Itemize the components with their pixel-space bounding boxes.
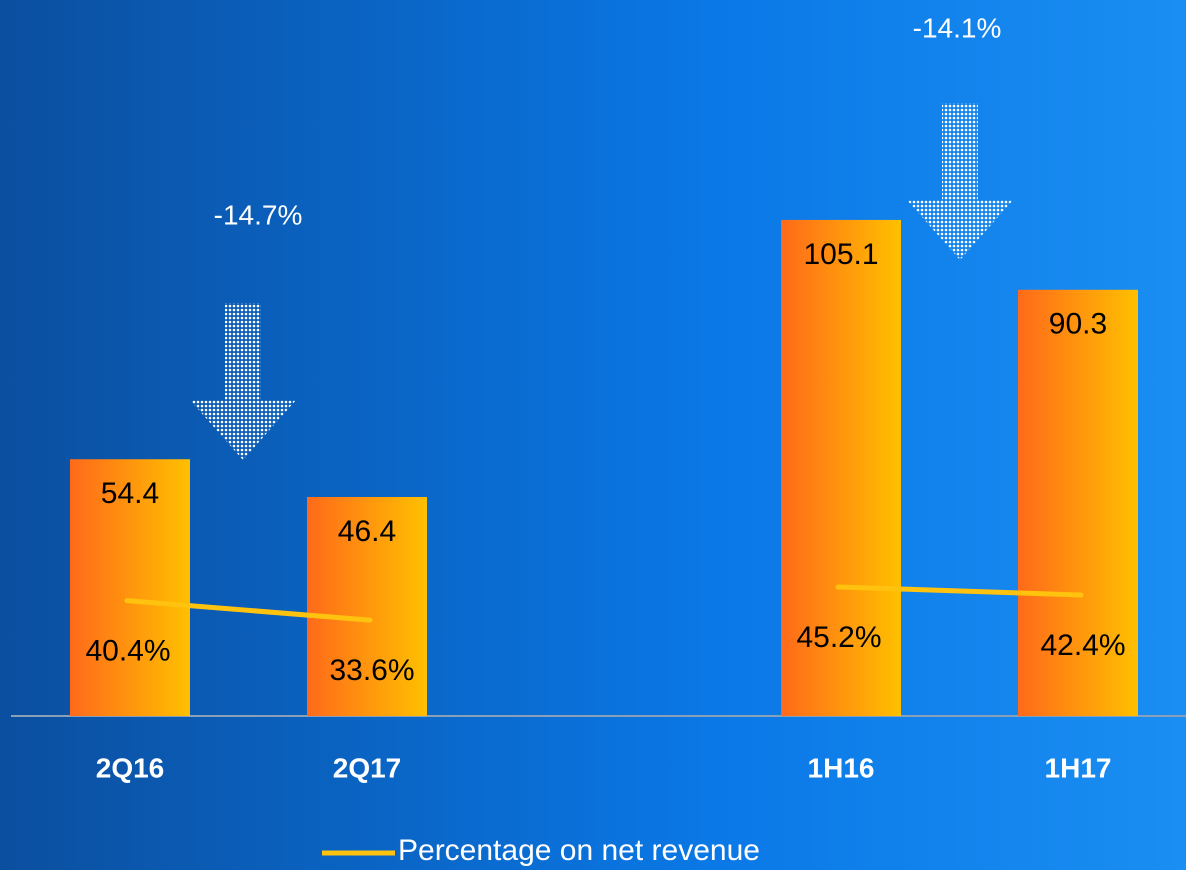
annotation: -14.7% (214, 199, 303, 230)
x-tick-label: 1H16 (808, 752, 875, 783)
bar-value-label: 54.4 (101, 477, 159, 510)
annotation: -14.1% (913, 12, 1002, 43)
line (124, 598, 373, 623)
x-tick-label: 1H17 (1045, 752, 1112, 783)
bar (70, 459, 190, 716)
bar-value-label: 46.4 (338, 515, 396, 548)
bar-value-label: 105.1 (803, 238, 878, 271)
line-value-label: 42.4% (1040, 629, 1125, 662)
bar (1018, 289, 1138, 716)
bar (307, 496, 427, 716)
line-value-label: 33.6% (329, 654, 414, 687)
legend-label: Percentage on net revenue (398, 834, 760, 867)
line-value-label: 40.4% (85, 635, 170, 668)
line (835, 584, 1084, 598)
x-tick-label: 2Q16 (96, 752, 165, 783)
down-arrow (907, 103, 1013, 260)
bar (781, 219, 901, 717)
down-arrow (190, 303, 296, 460)
bar-value-label: 90.3 (1049, 308, 1107, 341)
line-value-label: 45.2% (796, 621, 881, 654)
x-tick-label: 2Q17 (333, 752, 402, 783)
